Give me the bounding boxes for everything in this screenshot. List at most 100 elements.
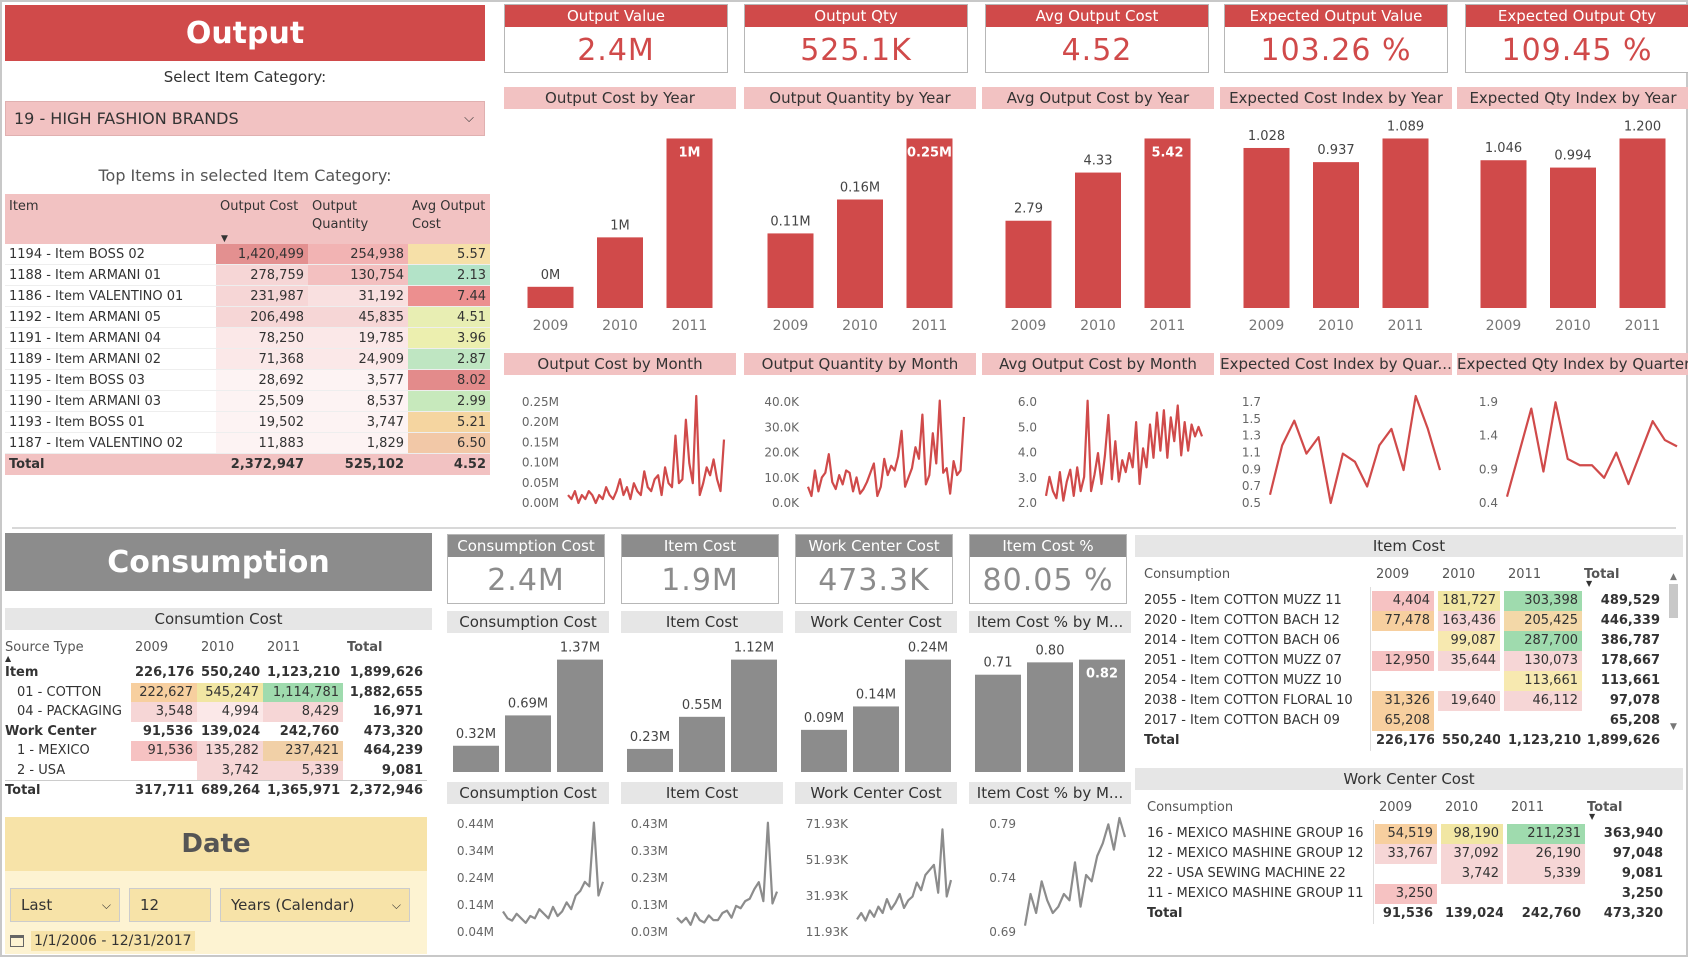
col-header[interactable]: Total: [1587, 800, 1623, 815]
table-row[interactable]: 04 - PACKAGING 3,548 4,994 8,429 16,971: [5, 702, 427, 722]
col-header[interactable]: 2011: [267, 640, 301, 655]
category-dropdown[interactable]: 19 - HIGH FASHION BRANDS ⌵: [5, 101, 485, 136]
col-header-avg-cost[interactable]: Avg Output Cost: [412, 199, 486, 232]
sort-desc-icon[interactable]: ▼: [1586, 579, 1593, 588]
table-row[interactable]: 1195 - Item BOSS 03 28,692 3,577 8.02: [5, 370, 490, 391]
col-header[interactable]: Source Type: [5, 640, 84, 655]
col-header[interactable]: 2011: [1508, 567, 1542, 582]
table-row[interactable]: 1187 - Item VALENTINO 02 11,883 1,829 6.50: [5, 433, 490, 454]
bar-2010[interactable]: [597, 237, 643, 308]
table-row[interactable]: 2054 - Item COTTON MUZZ 10 113,661 113,661: [1140, 671, 1680, 691]
date-mode-dropdown[interactable]: Last ⌵: [10, 888, 120, 922]
scrollbar[interactable]: ▲ ▼: [1667, 572, 1680, 732]
bar-2010[interactable]: [1550, 167, 1596, 308]
bar-2011[interactable]: [557, 659, 603, 772]
table-row[interactable]: Item 226,176 550,240 1,123,210 1,899,626: [5, 663, 427, 683]
series-line[interactable]: [1023, 816, 1127, 926]
table-row[interactable]: 11 - MEXICO MASHINE GROUP 11 3,250 3,250: [1143, 884, 1683, 904]
series-line[interactable]: [806, 399, 966, 498]
scroll-thumb[interactable]: [1669, 584, 1678, 618]
col-header[interactable]: 2009: [1379, 800, 1413, 815]
col-header[interactable]: 2010: [1445, 800, 1479, 815]
table-row[interactable]: 1190 - Item ARMANI 03 25,509 8,537 2.99: [5, 391, 490, 412]
series-line[interactable]: [502, 821, 605, 924]
table-row[interactable]: 2017 - Item COTTON BACH 09 65,208 65,208: [1140, 711, 1680, 731]
series-line[interactable]: [1044, 399, 1204, 502]
bar-2009[interactable]: [767, 233, 814, 308]
series-line[interactable]: [1505, 401, 1678, 497]
bar-2009[interactable]: [1480, 160, 1527, 308]
table-row[interactable]: 12 - MEXICO MASHINE GROUP 12 33,767 37,092…: [1143, 844, 1683, 864]
bar-2009[interactable]: [527, 286, 574, 308]
col-header[interactable]: 2011: [1511, 800, 1545, 815]
table-row[interactable]: 2051 - Item COTTON MUZZ 07 12,950 35,644 13…: [1140, 651, 1680, 671]
bar-2011[interactable]: [1144, 138, 1191, 308]
kpi-value: 2.4M: [577, 33, 655, 68]
sort-desc-icon[interactable]: ▼: [1589, 812, 1596, 821]
bar-2011[interactable]: [906, 138, 953, 308]
col-header[interactable]: Consumption: [1147, 800, 1234, 815]
table-row[interactable]: 1186 - Item VALENTINO 01 231,987 31,192 7.4…: [5, 286, 490, 307]
bar-2011[interactable]: [1079, 659, 1125, 772]
series-line[interactable]: [676, 821, 779, 926]
bar-2009[interactable]: [1005, 220, 1052, 308]
col-header[interactable]: Total: [347, 640, 383, 655]
calendar-icon[interactable]: [10, 935, 24, 947]
col-header[interactable]: 2010: [1442, 567, 1476, 582]
bar-2010[interactable]: [505, 715, 551, 772]
data-label: 1M: [610, 218, 630, 233]
bar-2011[interactable]: [666, 138, 713, 308]
scroll-down-icon[interactable]: ▼: [1670, 722, 1677, 732]
table-row[interactable]: 2038 - Item COTTON FLORAL 10 31,326 19,640…: [1140, 691, 1680, 711]
bar-2010[interactable]: [679, 716, 725, 772]
bar-2010[interactable]: [1027, 662, 1073, 772]
bar-2010[interactable]: [853, 706, 899, 772]
bar-2009[interactable]: [801, 729, 847, 772]
table-row[interactable]: 2014 - Item COTTON BACH 06 99,087 287,700 3…: [1140, 631, 1680, 651]
table-row[interactable]: Work Center 91,536 139,024 242,760 473,320: [5, 722, 427, 742]
col-header-item[interactable]: Item: [9, 199, 39, 214]
col-header[interactable]: 2009: [1376, 567, 1410, 582]
chart-title-item-cost-by-m: Item Cost % by M...: [969, 782, 1131, 804]
series-line[interactable]: [1268, 394, 1442, 505]
series-line[interactable]: [856, 828, 953, 922]
col-header-output-cost[interactable]: Output Cost: [220, 199, 299, 214]
table-row[interactable]: 1189 - Item ARMANI 02 71,368 24,909 2.87: [5, 349, 490, 370]
col-header[interactable]: 2009: [135, 640, 169, 655]
date-count-input[interactable]: 12: [129, 888, 211, 922]
table-row[interactable]: 22 - USA SEWING MACHINE 22 3,742 5,339 9,08…: [1143, 864, 1683, 884]
table-row[interactable]: 1 - MEXICO 91,536 135,282 237,421 464,239: [5, 741, 427, 761]
section-divider: [12, 527, 1676, 529]
col-header[interactable]: Total: [1584, 567, 1620, 582]
table-row[interactable]: 1192 - Item ARMANI 05 206,498 45,835 4.51: [5, 307, 490, 328]
bar-2011[interactable]: [905, 659, 951, 772]
col-header[interactable]: 2010: [201, 640, 235, 655]
bar-2011[interactable]: [1619, 138, 1666, 308]
sort-desc-icon[interactable]: ▼: [221, 234, 228, 244]
table-row[interactable]: 2020 - Item COTTON BACH 12 77,478 163,436 2…: [1140, 611, 1680, 631]
bar-2010[interactable]: [1313, 162, 1359, 308]
scroll-up-icon[interactable]: ▲: [1670, 572, 1677, 582]
table-row[interactable]: 1194 - Item BOSS 02 1,420,499 254,938 5.57: [5, 244, 490, 265]
table-row[interactable]: 2 - USA 3,742 5,339 9,081: [5, 760, 427, 780]
col-header[interactable]: Consumption: [1144, 567, 1231, 582]
bar-2011[interactable]: [731, 659, 777, 772]
series-line[interactable]: [567, 394, 726, 505]
table-row[interactable]: 1191 - Item ARMANI 04 78,250 19,785 3.96: [5, 328, 490, 349]
bar-2010[interactable]: [1075, 172, 1121, 308]
sort-asc-icon[interactable]: ▲: [5, 654, 12, 663]
bar-2011[interactable]: [1382, 138, 1429, 308]
bar-2009[interactable]: [1243, 147, 1290, 308]
table-row[interactable]: 1193 - Item BOSS 01 19,502 3,747 5.21: [5, 412, 490, 433]
table-row[interactable]: 16 - MEXICO MASHINE GROUP 16 54,519 98,190…: [1143, 824, 1683, 844]
table-row[interactable]: 2055 - Item COTTON MUZZ 11 4,404 181,727 30…: [1140, 591, 1680, 611]
col-header-output-qty[interactable]: Output Quantity: [312, 199, 369, 232]
value-cell: 473,320: [363, 723, 423, 739]
date-unit-dropdown[interactable]: Years (Calendar) ⌵: [220, 888, 410, 922]
bar-2009[interactable]: [453, 745, 499, 772]
table-row[interactable]: 1188 - Item ARMANI 01 278,759 130,754 2.13: [5, 265, 490, 286]
bar-2009[interactable]: [975, 674, 1021, 772]
bar-2009[interactable]: [627, 748, 673, 772]
bar-2010[interactable]: [837, 199, 883, 308]
table-row[interactable]: 01 - COTTON 222,627 545,247 1,114,781 1,882,…: [5, 682, 427, 702]
